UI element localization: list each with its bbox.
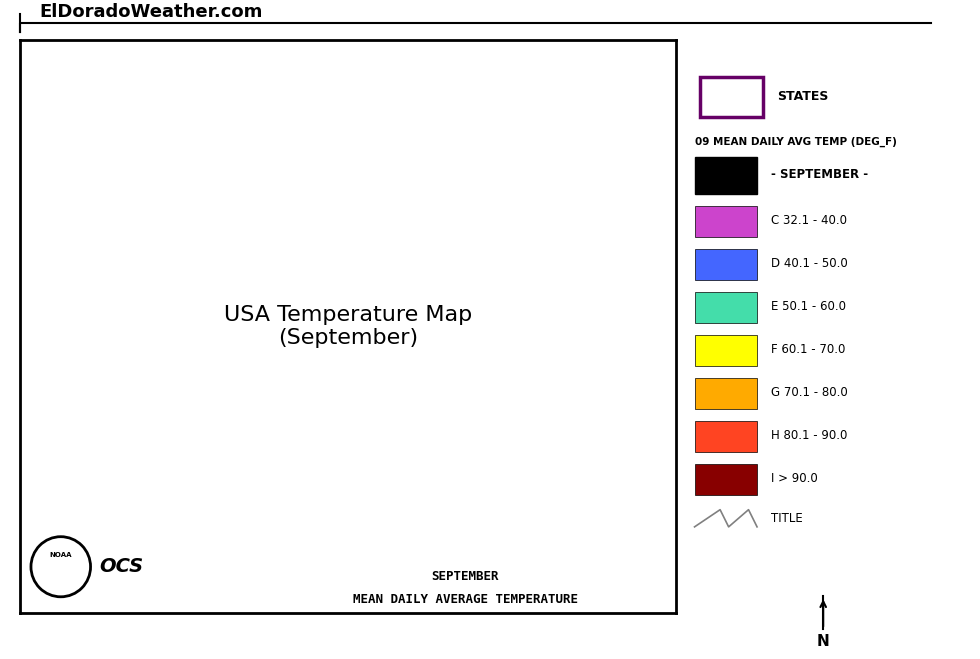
Text: TITLE: TITLE [771,512,803,525]
Text: 09 MEAN DAILY AVG TEMP (DEG_F): 09 MEAN DAILY AVG TEMP (DEG_F) [695,137,897,147]
Bar [695,249,757,280]
Bar [695,157,757,194]
Text: SEPTEMBER: SEPTEMBER [432,570,499,583]
Text: MEAN DAILY AVERAGE TEMPERATURE: MEAN DAILY AVERAGE TEMPERATURE [353,593,578,606]
Text: C 32.1 - 40.0: C 32.1 - 40.0 [771,214,848,227]
Bar [695,292,757,324]
Text: I > 90.0: I > 90.0 [771,472,818,484]
Text: N: N [816,634,830,649]
Text: E 50.1 - 60.0: E 50.1 - 60.0 [771,300,847,312]
Text: STATES: STATES [777,90,828,103]
Text: - SEPTEMBER -: - SEPTEMBER - [771,168,868,181]
Text: D 40.1 - 50.0: D 40.1 - 50.0 [771,256,848,270]
Text: H 80.1 - 90.0: H 80.1 - 90.0 [771,428,848,442]
Text: OCS: OCS [99,558,144,576]
Text: NOAA: NOAA [50,552,72,558]
Bar [695,421,757,452]
Text: USA Temperature Map
(September): USA Temperature Map (September) [223,304,472,348]
Text: ElDoradoWeather.com: ElDoradoWeather.com [39,3,263,20]
Bar [695,206,757,237]
Text: G 70.1 - 80.0: G 70.1 - 80.0 [771,386,848,399]
Text: F 60.1 - 70.0: F 60.1 - 70.0 [771,343,846,356]
Bar [695,378,757,409]
FancyBboxPatch shape [700,77,762,117]
Bar [695,335,757,366]
Bar [695,464,757,496]
